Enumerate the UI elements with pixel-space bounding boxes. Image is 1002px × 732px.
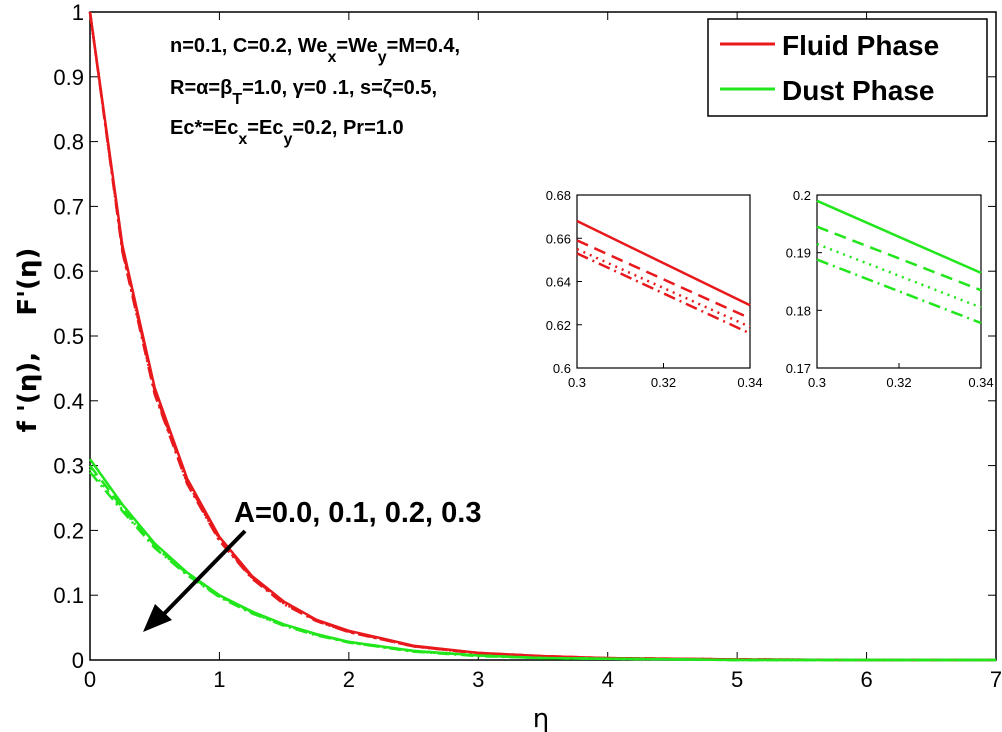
inset-y-tick-label: 0.6 (553, 361, 571, 376)
inset-y-tick-label: 0.64 (546, 275, 571, 290)
inset-x-tick-label: 0.3 (568, 375, 586, 390)
annotation-arrow-shaft (156, 529, 247, 622)
y-tick-label: 0 (72, 648, 84, 673)
inset-frame (576, 194, 751, 369)
y-tick-label: 0.1 (53, 583, 84, 608)
x-tick-label: 2 (343, 667, 355, 692)
annotation-label: A=0.0, 0.1, 0.2, 0.3 (234, 497, 481, 529)
inset-x-tick-label: 0.34 (968, 375, 993, 390)
legend-label-dust: Dust Phase (782, 75, 935, 106)
x-tick-label: 3 (472, 667, 484, 692)
y-tick-label: 0.4 (53, 389, 84, 414)
inset-series-line (576, 239, 751, 320)
inset-series-line (816, 242, 982, 309)
inset-series-line (576, 219, 751, 307)
inset-dust-plot: 0.3 0.32 0.34 0.17 0.18 0.19 0.2 (786, 188, 994, 390)
y-tick-label: 1 (72, 0, 84, 25)
x-tick-label: 5 (731, 667, 743, 692)
x-tick-label: 7 (990, 667, 1002, 692)
inset-series-line (816, 258, 982, 325)
y-tick-label: 0.8 (53, 130, 84, 155)
inset-y-tick-label: 0.17 (786, 361, 811, 376)
y-tick-label: 0.3 (53, 454, 84, 479)
x-tick-label: 4 (602, 667, 614, 692)
y-tick-label: 0.9 (53, 65, 84, 90)
legend-box (707, 18, 988, 117)
inset-series-line (816, 199, 982, 275)
inset-y-tick-label: 0.19 (786, 246, 811, 261)
series-line (88, 458, 996, 662)
parameter-line-1: n=0.1, C=0.2, Wex=Wey=M=0.4, (170, 35, 460, 66)
parameter-line-2: R=α=βT=1.0, γ=0 .1, s=ζ=0.5, (170, 77, 437, 108)
parameter-line-3: Ec*=Ecx=Ecy=0.2, Pr=1.0 (170, 117, 404, 148)
x-axis-title: η (533, 704, 549, 732)
inset-x-tick-label: 0.34 (737, 375, 762, 390)
inset-y-tick-label: 0.18 (786, 303, 811, 318)
inset-x-tick-label: 0.32 (886, 375, 911, 390)
inset-x-tick-label: 0.3 (808, 375, 826, 390)
legend: Fluid Phase Dust Phase (707, 18, 988, 117)
inset-series-line (816, 225, 982, 292)
x-tick-label: 6 (860, 667, 872, 692)
inset-series-line (576, 252, 751, 335)
series-line (89, 464, 996, 662)
inset-y-tick-label: 0.62 (546, 318, 571, 333)
y-tick-label: 0.6 (53, 259, 84, 284)
annotation: A=0.0, 0.1, 0.2, 0.3 (143, 497, 481, 632)
series-line (89, 471, 996, 662)
annotation-arrow-head (143, 604, 172, 632)
series-line (89, 468, 996, 662)
legend-label-fluid: Fluid Phase (782, 30, 939, 61)
x-tick-label: 1 (213, 667, 225, 692)
y-tick-label: 0.2 (53, 518, 84, 543)
inset-x-tick-label: 0.32 (651, 375, 676, 390)
inset-fluid-plot: 0.3 0.32 0.34 0.6 0.62 0.64 0.66 0.68 (546, 188, 763, 390)
parameter-text: n=0.1, C=0.2, Wex=Wey=M=0.4, R=α=βT=1.0,… (170, 35, 460, 148)
inset-y-tick-label: 0.2 (793, 188, 811, 203)
y-tick-label: 0.5 (53, 324, 84, 349)
main-plot: 0 1 2 3 4 5 6 7 0 0.1 0.2 0.3 0.4 0.5 0.6 0.7 0.8 0.9 1 η f … (13, 0, 1002, 732)
y-axis-title: f '(η), F'(η) (13, 248, 43, 433)
inset-y-tick-label: 0.66 (546, 231, 571, 246)
inset-frame (816, 194, 982, 369)
inset-y-tick-label: 0.68 (546, 188, 571, 203)
x-tick-label: 0 (84, 667, 96, 692)
y-tick-label: 0.7 (53, 194, 84, 219)
